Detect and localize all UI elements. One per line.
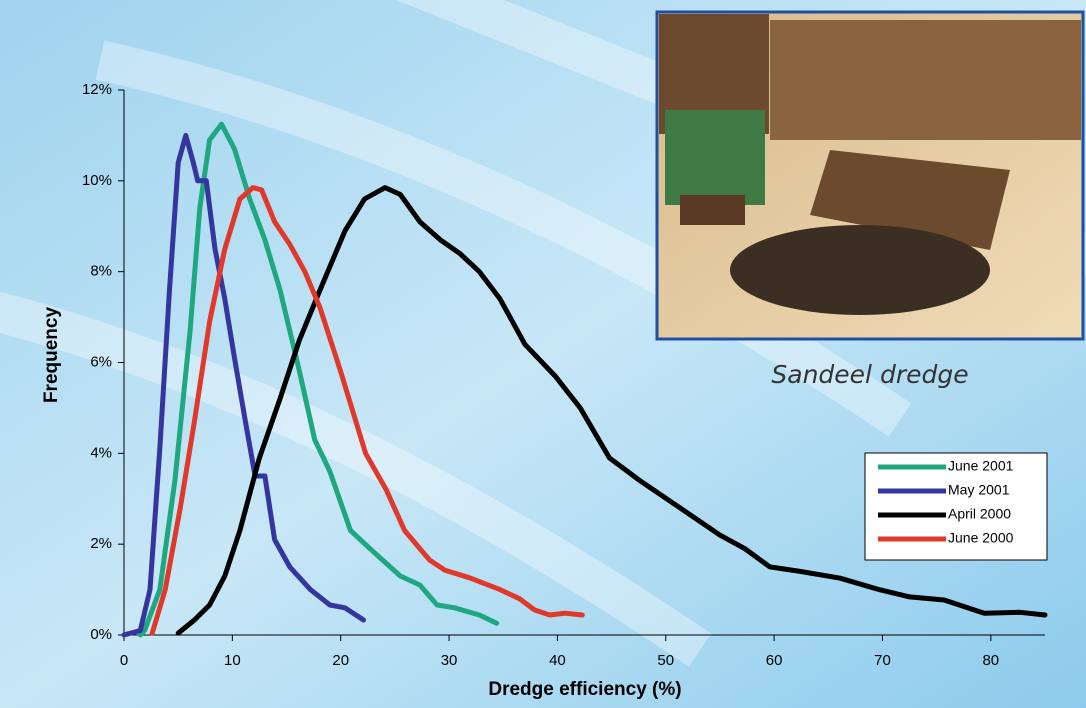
y-tick-label: 10% xyxy=(82,172,112,189)
photo xyxy=(657,12,1083,339)
y-tick-label: 12% xyxy=(82,81,112,98)
x-tick-label: 30 xyxy=(441,652,458,669)
x-tick-label: 20 xyxy=(332,652,349,669)
y-tick-label: 6% xyxy=(90,353,112,370)
legend-label: June 2000 xyxy=(948,530,1014,546)
x-tick-label: 40 xyxy=(549,652,566,669)
x-tick-label: 50 xyxy=(657,652,674,669)
y-tick-label: 2% xyxy=(90,535,112,552)
legend: June 2001 May 2001 April 2000 June 2000 xyxy=(865,453,1047,560)
x-tick-label: 0 xyxy=(120,652,128,669)
legend-label: May 2001 xyxy=(948,482,1010,498)
y-tick-label: 0% xyxy=(90,626,112,643)
y-tick-label: 8% xyxy=(90,263,112,280)
x-tick-label: 80 xyxy=(982,652,999,669)
legend-label: April 2000 xyxy=(948,506,1011,522)
x-tick-label: 10 xyxy=(224,652,241,669)
chart: Sandeel dredge Dredge efficiency (%) Fre… xyxy=(0,0,1086,708)
photo-caption: Sandeel dredge xyxy=(771,360,968,389)
y-axis-title: Frequency xyxy=(41,307,62,404)
x-tick-label: 60 xyxy=(766,652,783,669)
y-tick-label: 4% xyxy=(90,444,112,461)
x-axis-title: Dredge efficiency (%) xyxy=(488,679,681,700)
x-tick-label: 70 xyxy=(874,652,891,669)
legend-label: June 2001 xyxy=(948,458,1014,474)
